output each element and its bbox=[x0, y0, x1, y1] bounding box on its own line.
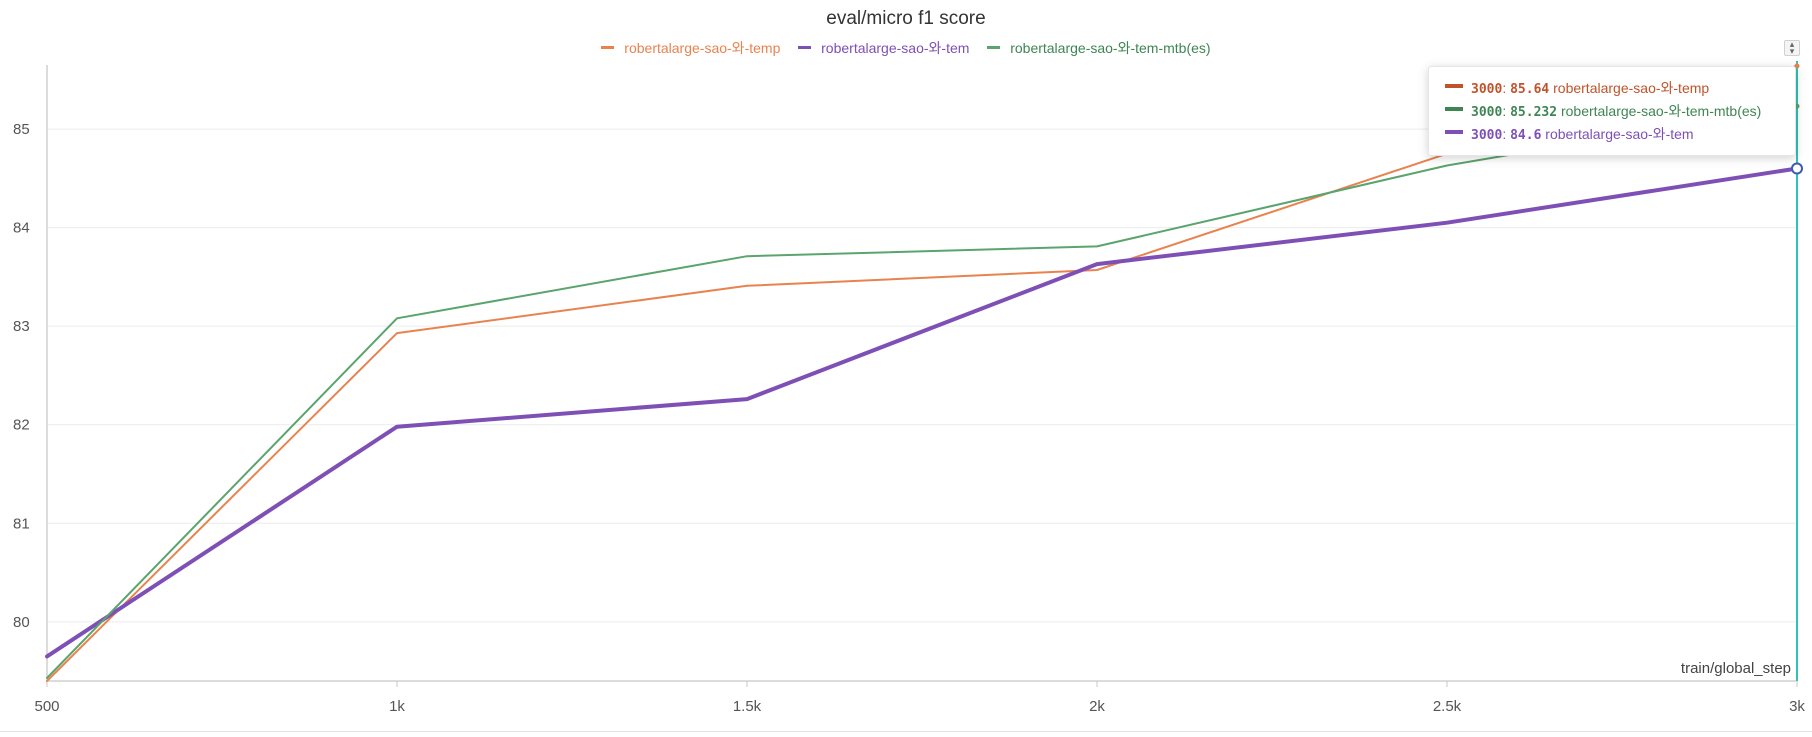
tooltip-swatch-tem-mtb bbox=[1445, 107, 1463, 112]
tooltip-value: 85.64 bbox=[1510, 82, 1550, 97]
axes: 80 81 82 83 84 85 500 1k 1.5k 2k 2.5k 3k bbox=[13, 65, 1805, 715]
legend-item-tem-mtb[interactable]: robertalarge-sao-와-tem-mtb(es) bbox=[987, 38, 1211, 58]
tooltip-step: 3000 bbox=[1471, 82, 1503, 97]
tooltip-row-tem-mtb: 3000: 85.232 robertalarge-sao-와-tem-mtb(… bbox=[1445, 100, 1761, 122]
y-tick-label: 84 bbox=[13, 220, 30, 237]
hover-tooltip: 3000: 85.64 robertalarge-sao-와-temp 3000… bbox=[1428, 66, 1796, 156]
x-axis-label: train/global_step bbox=[1681, 660, 1791, 677]
series-line-1 bbox=[45, 166, 1799, 659]
tooltip-colon: : bbox=[1502, 126, 1511, 142]
y-tick-label: 82 bbox=[13, 417, 30, 434]
tooltip-colon: : bbox=[1502, 80, 1511, 96]
x-tick-label: 2k bbox=[1089, 698, 1105, 715]
tooltip-step: 3000 bbox=[1471, 105, 1503, 120]
chart-title: eval/micro f1 score bbox=[826, 8, 986, 29]
tooltip-series-name: robertalarge-sao-와-tem bbox=[1545, 126, 1694, 142]
legend-swatch-temp bbox=[601, 45, 615, 49]
x-tick-label: 1k bbox=[389, 698, 405, 715]
tooltip-swatch-tem bbox=[1445, 130, 1463, 135]
grid-lines bbox=[47, 128, 1797, 623]
legend-swatch-tem bbox=[798, 45, 812, 49]
hover-point-1 bbox=[1791, 162, 1803, 175]
panel-bottom-border bbox=[0, 731, 1812, 732]
y-tick-label: 80 bbox=[13, 614, 30, 631]
x-tick-label: 2.5k bbox=[1433, 698, 1462, 715]
y-tick-label: 85 bbox=[13, 121, 30, 138]
legend-label-tem: robertalarge-sao-와-tem bbox=[821, 40, 970, 56]
series-line-0 bbox=[46, 65, 1798, 682]
series-lines bbox=[45, 65, 1799, 682]
tooltip-swatch-temp bbox=[1445, 84, 1463, 89]
tooltip-row-temp: 3000: 85.64 robertalarge-sao-와-temp bbox=[1445, 77, 1709, 99]
tooltip-value: 85.232 bbox=[1510, 105, 1558, 120]
legend-label-temp: robertalarge-sao-와-temp bbox=[624, 40, 781, 56]
y-tick-label: 81 bbox=[13, 515, 30, 532]
tooltip-step: 3000 bbox=[1471, 128, 1503, 143]
tooltip-value: 84.6 bbox=[1510, 128, 1542, 143]
legend-item-temp[interactable]: robertalarge-sao-와-temp bbox=[601, 38, 780, 58]
legend-label-tem-mtb: robertalarge-sao-와-tem-mtb(es) bbox=[1010, 40, 1211, 56]
legend-swatch-tem-mtb bbox=[987, 45, 1001, 49]
legend: robertalarge-sao-와-temp robertalarge-sao… bbox=[0, 38, 1812, 58]
tooltip-row-tem: 3000: 84.6 robertalarge-sao-와-tem bbox=[1445, 123, 1694, 145]
tooltip-colon: : bbox=[1502, 103, 1511, 119]
x-tick-label: 3k bbox=[1789, 698, 1805, 715]
tooltip-series-name: robertalarge-sao-와-tem-mtb(es) bbox=[1560, 103, 1762, 119]
sort-icon[interactable]: ▴ ▾ bbox=[1784, 40, 1800, 56]
tooltip-series-name: robertalarge-sao-와-temp bbox=[1553, 80, 1710, 96]
series-line-2 bbox=[46, 105, 1798, 679]
legend-item-tem[interactable]: robertalarge-sao-와-tem bbox=[798, 38, 969, 58]
x-tick-label: 500 bbox=[34, 698, 59, 715]
x-tick-label: 1.5k bbox=[733, 698, 762, 715]
y-tick-label: 83 bbox=[13, 318, 30, 335]
